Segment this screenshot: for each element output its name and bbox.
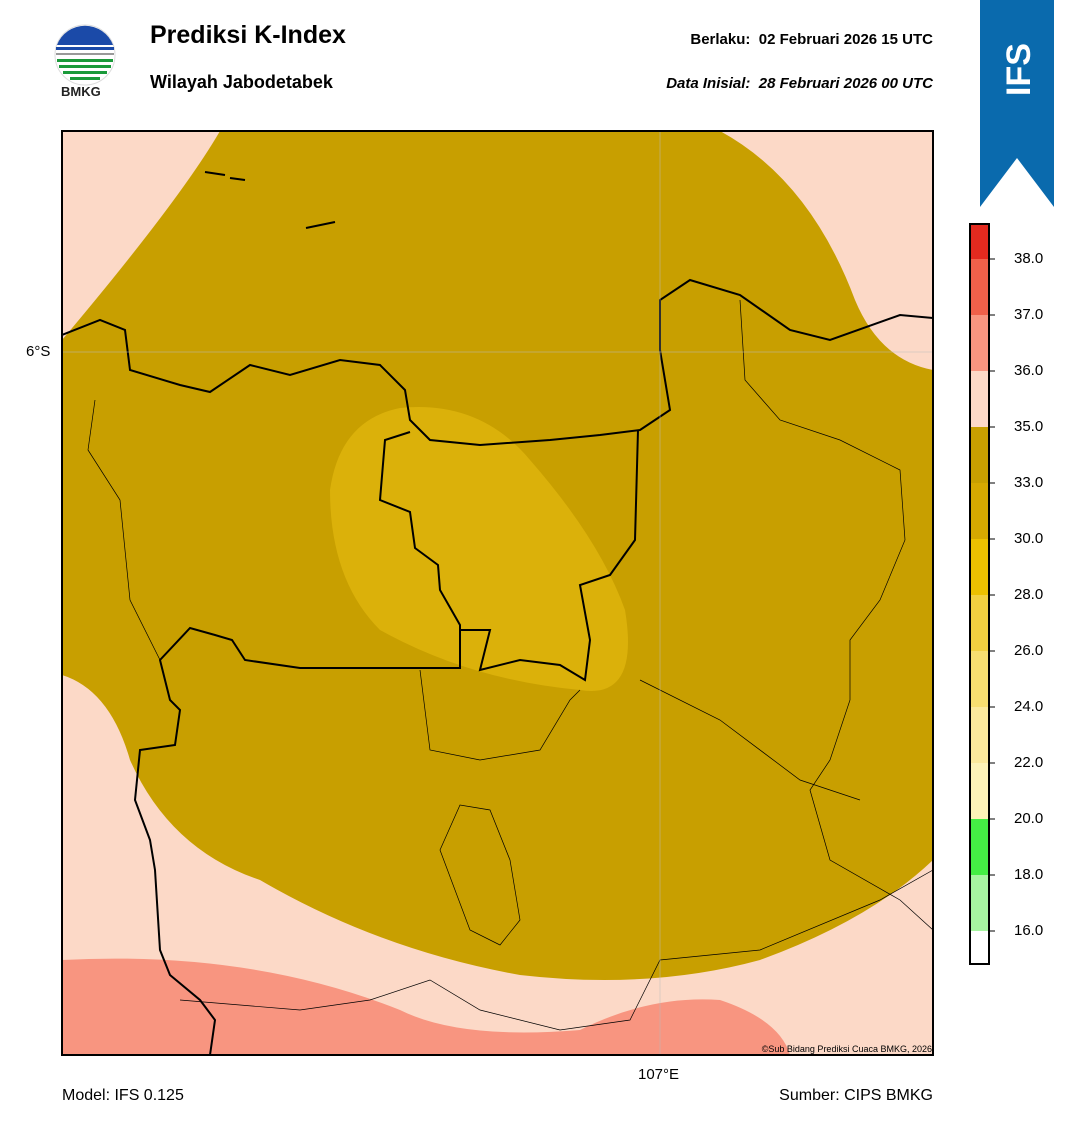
colorbar-segment [970,651,989,707]
colorbar-frame [969,223,990,965]
colorbar-segment [970,595,989,651]
colorbar [969,223,995,965]
colorbar-segment [970,224,989,259]
badge [980,0,1054,207]
colorbar-segment [970,315,989,371]
colorbar-segment [970,539,989,595]
credit: ©Sub Bidang Prediksi Cuaca BMKG, 2026 [761,1044,932,1054]
colorbar-label: 24.0 [1014,698,1044,715]
colorbar-label: 22.0 [1014,754,1044,771]
colorbar-segment [970,371,989,427]
subtitle: Wilayah Jabodetabek [150,72,333,92]
colorbar-label: 28.0 [1014,586,1044,603]
map-frame [61,130,934,1056]
lat-label: 6°S [26,343,51,360]
colorbar-label: 33.0 [1014,474,1044,491]
colorbar-label: 30.0 [1014,530,1044,547]
logo-text: BMKG [61,84,101,99]
colorbar-segment [970,483,989,539]
colorbar-segment [970,819,989,875]
colorbar-label: 18.0 [1014,866,1044,883]
badge-text: IFS [999,43,1038,96]
source: Sumber: CIPS BMKG [779,1087,933,1104]
colorbar-label: 36.0 [1014,362,1044,379]
colorbar-label: 16.0 [1014,922,1044,939]
colorbar-label: 38.0 [1014,250,1044,267]
title: Prediksi K-Index [150,21,346,49]
colorbar-segment [970,427,989,483]
valid-time: Berlaku: 02 Februari 2026 15 UTC [690,31,933,48]
logo [54,24,116,86]
colorbar-segment [970,259,989,315]
colorbar-label: 26.0 [1014,642,1044,659]
colorbar-label: 20.0 [1014,810,1044,827]
colorbar-segment [970,763,989,819]
colorbar-segment [970,931,989,964]
colorbar-label: 35.0 [1014,418,1044,435]
colorbar-segment [970,875,989,931]
lon-label: 107°E [638,1066,680,1083]
colorbar-segment [970,707,989,763]
map [62,131,933,1055]
model: Model: IFS 0.125 [62,1087,184,1104]
init-time: Data Inisial: 28 Februari 2026 00 UTC [666,75,933,92]
colorbar-label: 37.0 [1014,306,1044,323]
